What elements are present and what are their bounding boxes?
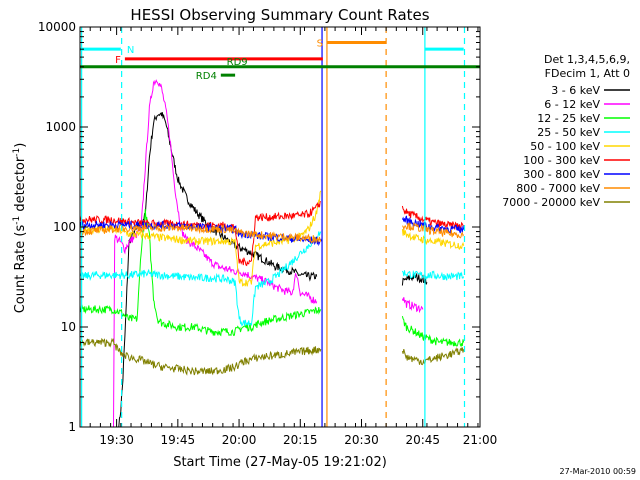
series-6-12-keV — [113, 79, 424, 427]
series-line — [401, 315, 465, 348]
legend-entry: 25 - 50 keV — [537, 126, 630, 139]
series-line — [402, 222, 465, 239]
y-tick-label: 1 — [68, 420, 76, 434]
series-line — [113, 79, 318, 427]
y-tick-label: 10000 — [38, 20, 76, 34]
x-tick-label: 20:45 — [405, 433, 440, 447]
x-tick-label: 21:00 — [463, 433, 498, 447]
x-tick-label: 20:30 — [344, 433, 379, 447]
legend-label: 50 - 100 keV — [530, 140, 600, 153]
series-25-50-keV — [80, 231, 465, 327]
x-tick-label: 20:15 — [283, 433, 318, 447]
y-axis-label: Count Rate (s-1 detector-1) — [12, 143, 28, 314]
legend-label: 12 - 25 keV — [537, 112, 600, 125]
legend-label: 100 - 300 keV — [523, 154, 600, 167]
y-axis-label-superscript: -1 — [12, 216, 22, 225]
axes: 19:30 19:45 20:00 20:15 20:30 20:45 21:00 1 10 10… — [38, 20, 497, 447]
legend-entry: 6 - 12 keV — [544, 98, 630, 111]
y-tick-label: 1000 — [45, 120, 76, 134]
series-layer — [80, 79, 465, 427]
legend-label: 3 - 6 keV — [551, 84, 600, 97]
plot-area: NF S RD9 RD4 — [79, 26, 481, 428]
series-line — [80, 208, 322, 337]
legend-label: 6 - 12 keV — [544, 98, 600, 111]
legend-entry: 3 - 6 keV — [551, 84, 630, 97]
y-axis-label-part: ) — [13, 143, 28, 148]
footer-timestamp: 27-Mar-2010 00:59 — [560, 467, 637, 476]
flag-label-rd9: RD9 — [227, 57, 248, 68]
legend-label: 300 - 800 keV — [523, 168, 600, 181]
x-tick-label: 20:00 — [222, 433, 257, 447]
chart-title: HESSI Observing Summary Count Rates — [130, 6, 429, 24]
legend-label: 7000 - 20000 keV — [502, 196, 600, 209]
y-tick-label: 10 — [61, 320, 76, 334]
legend-entry: 100 - 300 keV — [523, 154, 630, 167]
series-7000-20000-keV — [80, 337, 465, 376]
series-line — [401, 205, 465, 231]
series-12-25-keV — [80, 208, 465, 348]
legend: Det 1,3,4,5,6,9, FDecim 1, Att 0 3 - 6 k… — [502, 53, 630, 209]
series-line — [80, 231, 322, 327]
series-3-6-keV — [118, 112, 428, 427]
legend-entry: 12 - 25 keV — [537, 112, 630, 125]
legend-label: 25 - 50 keV — [537, 126, 600, 139]
vertical-markers — [81, 27, 466, 427]
series-line — [80, 219, 323, 247]
series-line — [80, 222, 322, 244]
series-line — [401, 269, 465, 281]
y-axis-label-superscript: -1 — [12, 148, 22, 157]
series-line — [401, 228, 465, 250]
y-axis-label-part: Count Rate (s — [13, 225, 28, 314]
series-line — [80, 201, 321, 267]
series-line — [80, 337, 322, 376]
legend-header-line: Det 1,3,4,5,6,9, — [544, 53, 630, 66]
legend-header-line: FDecim 1, Att 0 — [545, 67, 630, 80]
flag-label-n: N — [127, 45, 134, 56]
series-800-7000-keV — [80, 222, 465, 244]
legend-entry: 50 - 100 keV — [530, 140, 630, 153]
flag-bars: NF S RD9 RD4 — [80, 38, 480, 82]
legend-entry: 7000 - 20000 keV — [502, 196, 630, 209]
x-tick-label: 19:45 — [161, 433, 196, 447]
y-axis-label-part: detector — [13, 156, 28, 216]
legend-entry: 800 - 7000 keV — [516, 182, 630, 195]
legend-label: 800 - 7000 keV — [516, 182, 600, 195]
flag-label-f: F — [115, 55, 121, 66]
series-line — [401, 297, 424, 314]
flag-label-s: S — [317, 38, 323, 49]
y-tick-label: 100 — [53, 220, 76, 234]
flag-label-rd4: RD4 — [196, 71, 217, 82]
legend-entry: 300 - 800 keV — [523, 168, 630, 181]
series-line — [401, 347, 465, 366]
x-tick-label: 19:30 — [99, 433, 134, 447]
x-axis-label: Start Time (27-May-05 19:21:02) — [173, 455, 387, 470]
